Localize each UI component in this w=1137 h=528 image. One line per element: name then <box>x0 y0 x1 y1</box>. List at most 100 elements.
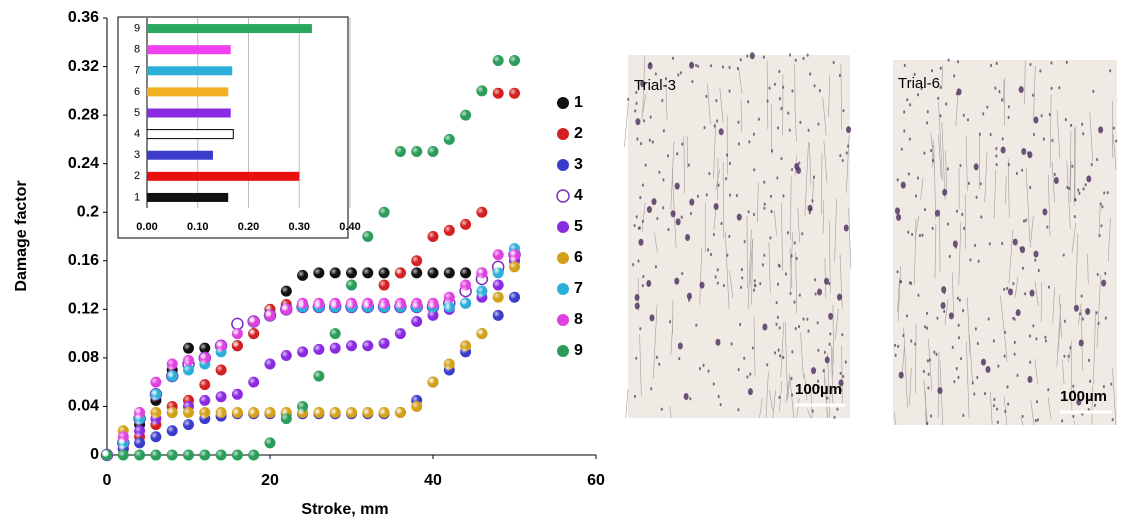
inclusion <box>838 379 844 387</box>
grain-boundary <box>984 152 988 203</box>
data-point <box>378 206 390 218</box>
inclusion <box>769 236 772 240</box>
inclusion <box>703 126 706 130</box>
grain-boundary <box>671 168 677 248</box>
grain-boundary <box>766 60 769 130</box>
inclusion <box>995 61 998 66</box>
inclusion <box>937 96 940 100</box>
inclusion <box>839 371 842 375</box>
grain-boundary <box>915 323 917 394</box>
data-point <box>509 261 520 273</box>
grain-boundary <box>944 299 949 325</box>
data-point <box>492 87 504 99</box>
inclusion <box>974 327 977 331</box>
inclusion <box>811 367 817 375</box>
inclusion <box>669 320 672 324</box>
grain-boundary <box>966 341 970 419</box>
grain-boundary <box>841 345 843 406</box>
inclusion <box>651 198 657 206</box>
inclusion <box>753 168 756 172</box>
data-point <box>427 297 439 309</box>
inclusion <box>709 64 712 68</box>
inclusion <box>743 240 746 244</box>
inclusion <box>1006 385 1009 389</box>
grain-boundary <box>781 202 783 271</box>
inclusion <box>926 421 929 425</box>
inclusion <box>717 183 720 187</box>
y-tick-label: 5 <box>134 107 140 119</box>
bar <box>147 150 213 160</box>
inclusion <box>928 358 931 362</box>
inclusion <box>957 323 960 327</box>
grain-boundary <box>653 304 658 379</box>
grain-boundary <box>1112 133 1117 170</box>
inclusion <box>1012 238 1018 246</box>
inclusion <box>1007 288 1013 296</box>
inclusion <box>989 132 992 137</box>
legend-marker <box>557 159 569 171</box>
inclusion <box>708 172 711 176</box>
inclusion <box>1007 162 1010 167</box>
inclusion <box>685 233 691 241</box>
grain-boundary <box>795 252 798 314</box>
data-point <box>134 437 146 449</box>
inclusion <box>1013 352 1016 356</box>
inclusion <box>993 397 996 401</box>
grain-boundary <box>669 406 672 419</box>
inclusion <box>752 212 755 217</box>
inclusion <box>791 350 794 354</box>
y-axis-label: Damage factor <box>13 180 30 291</box>
inclusion <box>971 381 974 385</box>
x-axis-label: Stroke, mm <box>301 501 388 518</box>
inclusion <box>710 252 713 257</box>
inclusion <box>635 215 638 219</box>
inclusion <box>737 120 740 124</box>
inclusion <box>995 146 998 151</box>
inclusion <box>739 322 742 327</box>
data-point <box>509 249 520 261</box>
inclusion <box>790 254 793 258</box>
inclusion <box>739 58 742 62</box>
data-point <box>460 267 472 279</box>
data-point <box>280 413 292 425</box>
data-point <box>492 279 504 291</box>
inclusion <box>789 291 792 296</box>
inclusion <box>747 210 750 214</box>
inclusion <box>958 298 961 302</box>
inclusion <box>980 215 983 219</box>
grain-boundary <box>1093 310 1096 385</box>
inclusion <box>948 254 951 259</box>
image-label: Trial-6 <box>898 75 940 92</box>
inclusion <box>1085 308 1091 316</box>
inclusion <box>843 224 849 232</box>
inclusion <box>791 393 794 397</box>
inclusion <box>1051 138 1054 143</box>
grain-boundary <box>797 207 800 243</box>
inclusion <box>647 283 650 287</box>
inclusion <box>962 413 965 417</box>
legend-label: 1 <box>574 94 583 111</box>
inclusion <box>778 326 781 330</box>
grain-boundary <box>625 389 629 419</box>
legend-label: 3 <box>574 156 583 173</box>
inclusion <box>695 63 698 67</box>
inclusion <box>1018 86 1024 94</box>
inclusion <box>926 121 929 125</box>
inclusion <box>1029 360 1032 364</box>
grain-boundary <box>740 99 743 132</box>
inclusion <box>725 177 728 181</box>
data-point <box>346 279 357 291</box>
inclusion <box>680 215 683 219</box>
legend-marker <box>556 189 570 203</box>
inclusion <box>1087 358 1090 362</box>
inclusion <box>1100 224 1103 228</box>
inclusion <box>1081 122 1084 126</box>
grain-boundary <box>1096 275 1102 349</box>
inclusion <box>782 355 785 360</box>
data-point <box>476 328 488 340</box>
data-point <box>280 285 292 297</box>
inclusion <box>957 60 960 64</box>
inclusion <box>798 325 801 329</box>
grain-boundary <box>790 176 792 241</box>
inclusion <box>749 372 752 376</box>
